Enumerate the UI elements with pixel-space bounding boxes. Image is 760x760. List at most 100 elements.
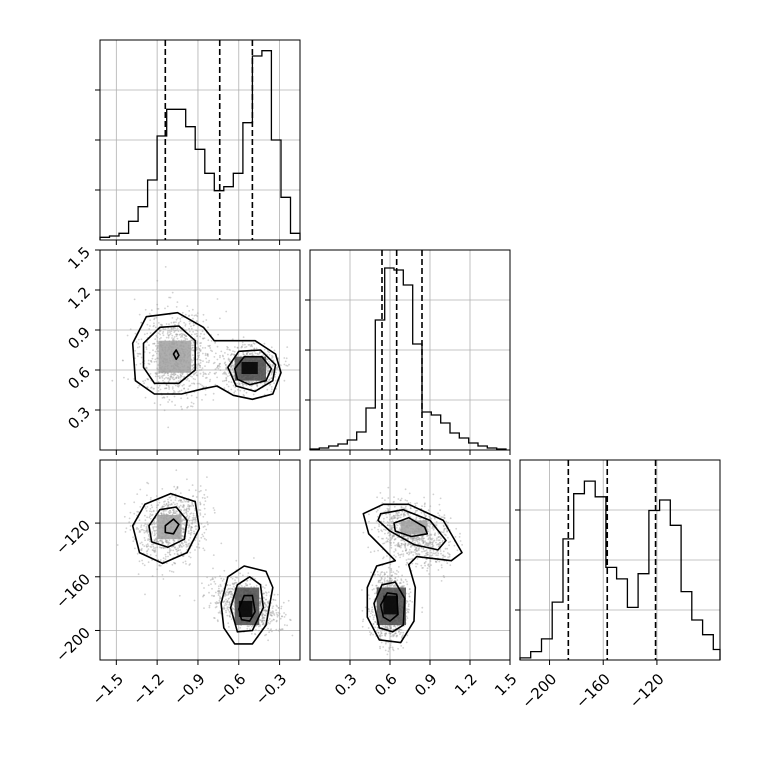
scatter-point — [155, 506, 158, 509]
scatter-point — [171, 334, 174, 337]
scatter-point — [407, 611, 410, 614]
scatter-point — [431, 554, 434, 556]
scatter-point — [198, 540, 201, 542]
scatter-point — [147, 378, 150, 381]
scatter-point — [191, 484, 194, 486]
scatter-point — [149, 508, 152, 510]
scatter-point — [389, 632, 392, 635]
scatter-point — [191, 526, 194, 529]
scatter-point — [399, 546, 402, 549]
scatter-point — [164, 372, 167, 375]
scatter-point — [163, 501, 165, 503]
scatter-point — [153, 530, 156, 532]
scatter-point — [227, 592, 230, 595]
scatter-point — [159, 323, 162, 326]
scatter-point — [156, 350, 159, 352]
scatter-point — [172, 378, 175, 381]
scatter-point — [230, 590, 233, 593]
scatter-point — [169, 509, 172, 512]
scatter-point — [171, 317, 174, 319]
scatter-point — [453, 544, 456, 547]
scatter-point — [387, 566, 390, 569]
scatter-point — [203, 507, 206, 510]
scatter-point — [176, 487, 179, 490]
scatter-point — [386, 524, 389, 527]
scatter-point — [394, 579, 396, 582]
scatter-point — [261, 623, 264, 626]
scatter-point — [156, 340, 159, 343]
scatter-point — [286, 624, 288, 627]
scatter-point — [167, 374, 170, 377]
scatter-point — [201, 367, 204, 369]
scatter-point — [187, 519, 190, 521]
scatter-point — [241, 346, 244, 348]
scatter-point — [214, 383, 217, 386]
scatter-point — [264, 603, 266, 606]
scatter-point — [268, 360, 270, 363]
scatter-point — [199, 485, 202, 487]
scatter-point — [437, 512, 439, 515]
scatter-point — [377, 530, 380, 533]
scatter-point — [193, 383, 196, 385]
scatter-point — [198, 509, 201, 511]
scatter-point — [443, 533, 446, 536]
scatter-point — [152, 549, 155, 552]
scatter-point — [281, 615, 283, 618]
scatter-point — [242, 351, 245, 354]
scatter-point — [153, 322, 155, 325]
scatter-point — [280, 628, 283, 631]
scatter-point — [182, 519, 185, 522]
scatter-point — [207, 584, 210, 587]
scatter-point — [190, 531, 193, 534]
scatter-point — [149, 515, 152, 517]
scatter-point — [165, 323, 168, 325]
scatter-point — [259, 603, 262, 605]
scatter-point — [243, 389, 246, 392]
scatter-point — [166, 396, 169, 398]
scatter-point — [223, 606, 225, 609]
scatter-point — [191, 382, 193, 385]
scatter-point — [420, 564, 423, 567]
scatter-point — [194, 516, 197, 519]
scatter-point — [400, 497, 403, 500]
scatter-point — [195, 496, 198, 498]
scatter-point — [218, 601, 221, 604]
scatter-point — [199, 383, 202, 386]
scatter-point — [379, 492, 382, 494]
scatter-point — [388, 534, 391, 537]
scatter-point — [162, 396, 165, 399]
scatter-point — [427, 551, 429, 554]
scatter-point — [203, 587, 205, 589]
scatter-point — [440, 516, 443, 518]
scatter-point — [225, 367, 227, 369]
scatter-point — [416, 541, 419, 543]
scatter-point — [168, 510, 171, 512]
scatter-point — [393, 538, 396, 541]
scatter-point — [267, 627, 269, 630]
scatter-point — [224, 595, 226, 598]
scatter-point — [427, 545, 430, 547]
scatter-point — [387, 510, 390, 512]
scatter-point — [215, 371, 218, 374]
scatter-point — [429, 505, 432, 508]
scatter-point — [421, 538, 424, 541]
scatter-point — [219, 575, 221, 578]
scatter-point — [262, 616, 264, 619]
scatter-point — [175, 306, 178, 308]
scatter-point — [411, 537, 413, 540]
scatter-point — [203, 503, 206, 506]
scatter-point — [201, 347, 204, 349]
scatter-point — [226, 600, 229, 603]
scatter-point — [227, 606, 230, 609]
scatter-point — [127, 378, 129, 381]
scatter-point — [155, 495, 158, 497]
scatter-point — [422, 539, 425, 542]
scatter-point — [388, 518, 391, 521]
scatter-point — [153, 342, 156, 345]
scatter-point — [231, 368, 234, 371]
scatter-point — [202, 352, 204, 355]
scatter-point — [421, 567, 424, 569]
scatter-point — [271, 371, 274, 373]
scatter-point — [230, 353, 233, 356]
scatter-point — [192, 366, 195, 369]
